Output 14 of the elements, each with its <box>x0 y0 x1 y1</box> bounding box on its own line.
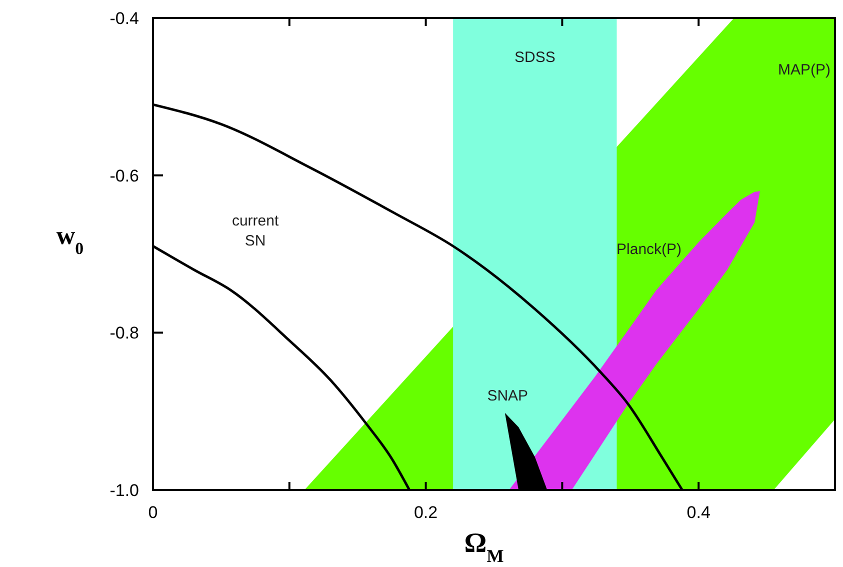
y-tick-label: -0.4 <box>110 9 139 28</box>
x-tick-label: 0 <box>148 503 158 522</box>
y-axis-title: w$_{0}$ <box>56 221 84 258</box>
x-tick-label: 0.4 <box>686 503 710 522</box>
x-tick-label: 0.2 <box>414 503 438 522</box>
y-tick-label: -1.0 <box>110 481 139 500</box>
series-label: SNAP <box>487 387 528 404</box>
series-label: MAP(P) <box>778 62 831 79</box>
x-axis-title: Ω$_{M}$ <box>464 528 504 566</box>
text: current SN <box>232 212 280 250</box>
band-label: SDSS <box>514 49 556 66</box>
y-tick-label: -0.6 <box>110 166 139 186</box>
series-label: Planck(P) <box>616 241 682 258</box>
y-tick-label: -0.8 <box>110 324 139 343</box>
